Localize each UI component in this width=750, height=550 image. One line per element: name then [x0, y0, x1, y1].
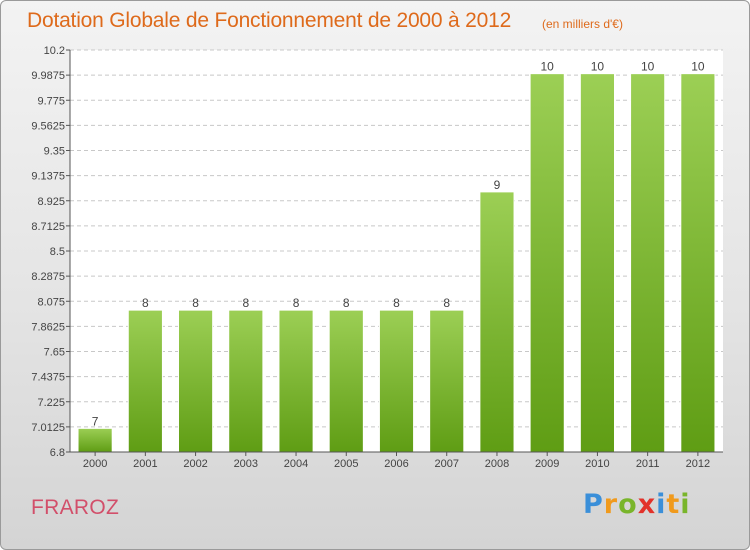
y-tick-label: 7.65 [44, 347, 65, 359]
data-label: 8 [242, 296, 249, 310]
bar [429, 309, 465, 453]
logo-letter: i [680, 489, 691, 520]
x-tick-label: 2008 [485, 458, 509, 470]
x-tick-label: 2011 [636, 458, 660, 470]
y-tick-label: 9.9875 [31, 70, 65, 82]
bar [579, 73, 616, 453]
x-tick-label: 2004 [284, 458, 308, 470]
y-tick-label: 8.925 [37, 196, 65, 208]
bar [278, 309, 314, 453]
data-label: 10 [641, 60, 655, 74]
logo-letter: r [603, 489, 619, 520]
proxiti-logo: Proxiti [583, 489, 691, 520]
y-tick-label: 6.8 [50, 447, 65, 459]
y-tick-label: 8.2875 [31, 271, 65, 283]
y-tick-label: 7.225 [37, 397, 65, 409]
x-tick-label: 2005 [334, 458, 358, 470]
x-tick-label: 2007 [434, 458, 458, 470]
data-label: 8 [443, 296, 450, 310]
bar [328, 309, 364, 453]
y-tick-label: 9.1375 [31, 171, 65, 183]
x-tick-label: 2006 [384, 458, 408, 470]
chart-unit: (en milliers d'€) [542, 17, 623, 31]
bar [127, 309, 163, 453]
data-label: 8 [393, 296, 400, 310]
chart-title: Dotation Globale de Fonctionnement de 20… [27, 9, 512, 32]
x-tick-label: 2012 [686, 458, 710, 470]
y-tick-label: 9.35 [44, 146, 65, 158]
y-tick-label: 8.7125 [31, 221, 65, 233]
data-label: 8 [142, 296, 149, 310]
bar [378, 309, 415, 453]
data-label: 9 [494, 178, 501, 192]
logo-letter: P [583, 489, 604, 520]
logo-letter: x [637, 489, 657, 520]
data-label: 8 [192, 296, 199, 310]
data-label: 10 [591, 60, 605, 74]
y-tick-label: 7.4375 [31, 372, 65, 384]
y-tick-label: 8.075 [37, 296, 65, 308]
y-tick-label: 10.2 [44, 45, 65, 57]
bar [177, 309, 214, 453]
bar [479, 191, 515, 453]
data-label: 10 [541, 60, 555, 74]
bar [630, 73, 666, 453]
logo-letter: t [666, 489, 681, 520]
x-tick-label: 2000 [83, 458, 107, 470]
y-tick-label: 9.5625 [31, 120, 65, 132]
x-tick-label: 2002 [183, 458, 207, 470]
data-label: 10 [691, 60, 705, 74]
y-tick-label: 9.775 [37, 95, 65, 107]
x-tick-label: 2009 [535, 458, 559, 470]
x-tick-label: 2001 [133, 458, 157, 470]
bar [228, 309, 264, 453]
place-name: FRAROZ [31, 496, 120, 519]
data-label: 8 [343, 296, 350, 310]
bar [529, 73, 565, 453]
logo-letter: i [656, 489, 667, 520]
data-label: 7 [92, 414, 99, 428]
data-label: 8 [293, 296, 300, 310]
logo-letter: o [618, 489, 638, 520]
bar [77, 427, 113, 453]
x-tick-label: 2003 [234, 458, 258, 470]
bar [680, 73, 716, 453]
y-tick-label: 7.0125 [31, 422, 65, 434]
y-tick-label: 7.8625 [31, 321, 65, 333]
y-tick-label: 8.5 [50, 246, 65, 258]
x-tick-label: 2010 [585, 458, 609, 470]
